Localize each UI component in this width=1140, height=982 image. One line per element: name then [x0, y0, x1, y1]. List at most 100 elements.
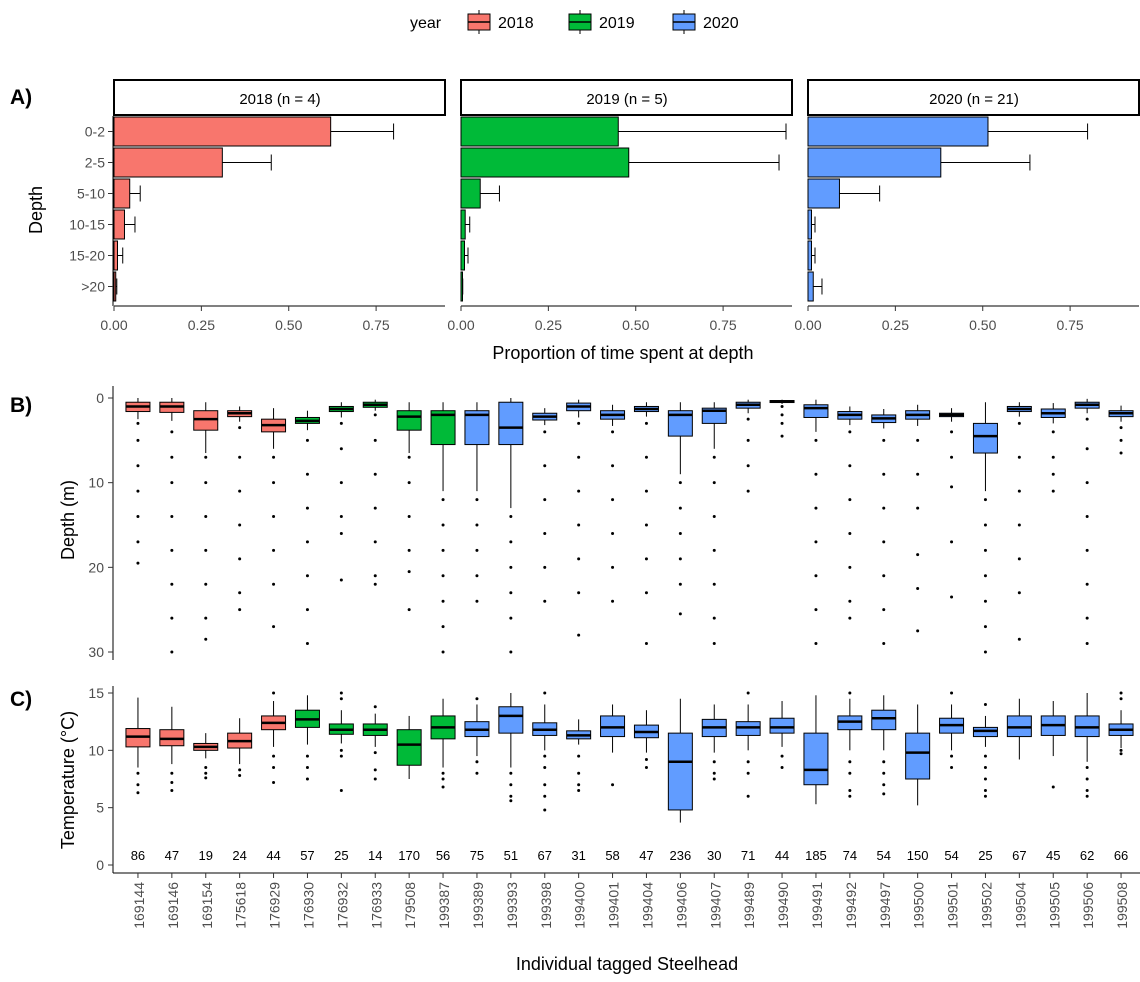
x-tick-label-steelhead: 199401 — [606, 882, 622, 929]
box-outlier — [848, 788, 852, 792]
sample-size-label: 185 — [805, 848, 827, 863]
x-tick-label-steelhead: 179508 — [402, 882, 418, 929]
box-outlier — [373, 582, 377, 586]
box-outlier — [170, 650, 174, 654]
x-tick-label-steelhead: 199490 — [775, 882, 791, 929]
bar — [807, 116, 989, 147]
box-outlier — [1085, 582, 1089, 586]
bar — [113, 240, 118, 271]
bar — [460, 209, 466, 240]
box-outlier — [238, 557, 242, 561]
y-tick-label: 0-2 — [85, 124, 105, 140]
sample-size-label: 236 — [669, 848, 691, 863]
box-outlier — [1085, 788, 1089, 792]
box-iqr — [905, 732, 931, 780]
box-outlier — [509, 565, 513, 569]
sample-size-label: 44 — [266, 848, 280, 863]
box-outlier — [577, 771, 581, 775]
box-outlier — [746, 771, 750, 775]
box-outlier — [543, 794, 547, 798]
box-outlier — [339, 531, 343, 535]
box-outlier — [1119, 426, 1123, 430]
box-outlier — [780, 754, 784, 758]
x-tick-label-steelhead: 199508 — [1114, 882, 1130, 929]
box-outlier — [373, 438, 377, 442]
box-outlier — [644, 591, 648, 595]
x-tick-label-steelhead: 176933 — [368, 882, 384, 929]
box-outlier — [170, 455, 174, 459]
x-tick-label: 0.00 — [447, 317, 474, 333]
box-outlier — [848, 691, 852, 695]
box-outlier — [509, 540, 513, 544]
box-outlier — [238, 455, 242, 459]
y-tick-label: 5-10 — [77, 186, 105, 202]
box-outlier — [272, 515, 276, 519]
box-outlier — [339, 697, 343, 701]
box-outlier — [780, 413, 784, 417]
box-outlier — [780, 404, 784, 408]
bar — [113, 147, 223, 178]
box-outlier — [746, 417, 750, 421]
bar — [807, 209, 812, 240]
box-outlier — [882, 540, 886, 544]
box-outlier — [543, 691, 547, 695]
box-outlier — [305, 506, 309, 510]
y-tick-label: 5 — [96, 800, 104, 816]
box-iqr — [193, 410, 219, 431]
box-outlier — [543, 754, 547, 758]
box-outlier — [441, 599, 445, 603]
legend-label-2019: 2019 — [599, 15, 635, 32]
box-outlier — [339, 691, 343, 695]
facet-strip-label: 2018 (n = 4) — [239, 91, 320, 108]
panel-label-a: A) — [10, 86, 32, 109]
box-iqr — [396, 729, 422, 766]
box-outlier — [238, 489, 242, 493]
x-tick-label-steelhead: 199504 — [1012, 882, 1028, 929]
y-tick-label: 10 — [88, 475, 104, 491]
x-tick-label-steelhead: 199389 — [470, 882, 486, 929]
sample-size-label: 66 — [1114, 848, 1128, 863]
box-outlier — [272, 766, 276, 770]
box-outlier — [983, 754, 987, 758]
box-outlier — [1051, 489, 1055, 493]
box-outlier — [170, 788, 174, 792]
sample-size-label: 75 — [470, 848, 484, 863]
box-outlier — [644, 758, 648, 762]
x-tick-label-steelhead: 199505 — [1046, 882, 1062, 929]
box-outlier — [848, 498, 852, 502]
box-outlier — [882, 472, 886, 476]
box-outlier — [441, 771, 445, 775]
box-outlier — [373, 705, 377, 709]
box-outlier — [746, 489, 750, 493]
box-outlier — [712, 582, 716, 586]
box-outlier — [577, 783, 581, 787]
box-outlier — [848, 565, 852, 569]
box-outlier — [950, 430, 954, 434]
box-outlier — [1119, 691, 1123, 695]
box-outlier — [712, 616, 716, 620]
box-iqr — [667, 732, 693, 811]
box-outlier — [916, 629, 920, 633]
x-tick-label-steelhead: 199406 — [673, 882, 689, 929]
panel-b-ylabel: Depth (m) — [58, 480, 78, 560]
box-outlier — [1085, 766, 1089, 770]
box-outlier — [950, 766, 954, 770]
box-outlier — [950, 595, 954, 599]
bar — [807, 271, 814, 302]
box-outlier — [1119, 748, 1123, 752]
box-outlier — [882, 438, 886, 442]
box-iqr — [464, 410, 490, 446]
bar — [113, 271, 117, 302]
bar — [460, 240, 465, 271]
box-outlier — [305, 540, 309, 544]
sample-size-label: 62 — [1080, 848, 1094, 863]
box-outlier — [475, 760, 479, 764]
bar — [807, 240, 812, 271]
x-tick-label-steelhead: 169146 — [165, 882, 181, 929]
box-outlier — [780, 434, 784, 438]
box-outlier — [373, 574, 377, 578]
box-outlier — [882, 771, 886, 775]
box-outlier — [1085, 548, 1089, 552]
box-outlier — [339, 748, 343, 752]
